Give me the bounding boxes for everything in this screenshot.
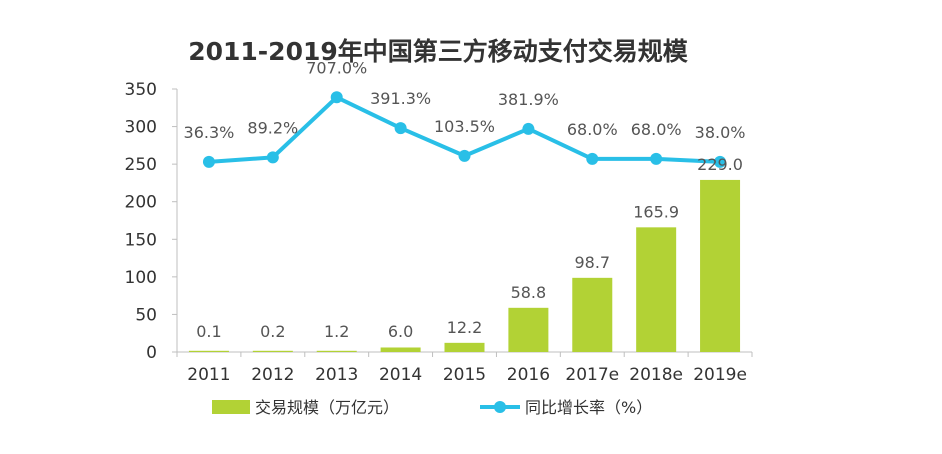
bar-value-label: 98.7 bbox=[574, 253, 610, 272]
bar bbox=[572, 277, 613, 352]
growth-label: 36.3% bbox=[184, 123, 235, 142]
bar-value-label: 12.2 bbox=[447, 318, 483, 337]
bar bbox=[508, 307, 549, 352]
growth-label: 381.9% bbox=[498, 90, 559, 109]
bar bbox=[188, 350, 229, 352]
legend-line-label: 同比增长率（%） bbox=[525, 398, 652, 417]
bar bbox=[636, 227, 677, 352]
chart-title: 2011-2019年中国第三方移动支付交易规模 bbox=[188, 37, 689, 66]
y-tick-label: 0 bbox=[146, 343, 157, 363]
line-point bbox=[522, 122, 535, 135]
line-point bbox=[266, 151, 279, 164]
legend-line-marker bbox=[494, 401, 506, 413]
bar bbox=[444, 342, 485, 352]
growth-label: 103.5% bbox=[434, 117, 495, 136]
line-point bbox=[394, 122, 407, 135]
y-tick-label: 100 bbox=[125, 268, 157, 288]
line-point bbox=[586, 152, 599, 165]
bar bbox=[252, 350, 293, 352]
line-point bbox=[458, 149, 471, 162]
bar bbox=[316, 350, 357, 352]
line-point bbox=[714, 155, 727, 168]
x-tick-label: 2016 bbox=[507, 365, 550, 385]
data-labels: 0.1 0.2 1.2 6.0 12.2 58.8 98.7 165.9 229.0 36.3% 8… bbox=[184, 58, 746, 341]
growth-label: 38.0% bbox=[695, 123, 746, 142]
y-tick-label: 150 bbox=[125, 230, 157, 250]
x-tick-label: 2018e bbox=[629, 365, 683, 385]
bar bbox=[700, 179, 741, 352]
line-series bbox=[202, 91, 727, 168]
x-tick-label: 2017e bbox=[565, 365, 619, 385]
y-tick-label: 300 bbox=[125, 118, 157, 138]
bar-value-label: 0.1 bbox=[196, 322, 221, 341]
bar bbox=[380, 347, 421, 352]
x-tick-label: 2013 bbox=[315, 365, 358, 385]
x-tick-label: 2011 bbox=[187, 365, 230, 385]
growth-label: 89.2% bbox=[247, 118, 298, 137]
growth-label: 391.3% bbox=[370, 89, 431, 108]
bar-value-label: 165.9 bbox=[633, 202, 679, 221]
bar-value-label: 1.2 bbox=[324, 322, 349, 341]
legend-bar-label: 交易规模（万亿元） bbox=[255, 398, 399, 417]
y-tick-label: 200 bbox=[125, 193, 157, 213]
y-tick-label: 50 bbox=[135, 305, 157, 325]
growth-label: 707.0% bbox=[306, 58, 367, 77]
x-tick-label: 2012 bbox=[251, 365, 294, 385]
x-tick-label: 2015 bbox=[443, 365, 486, 385]
bar-value-label: 0.2 bbox=[260, 322, 285, 341]
legend-bar-swatch bbox=[212, 400, 250, 414]
bar-value-label: 58.8 bbox=[511, 283, 547, 302]
x-tick-label: 2014 bbox=[379, 365, 422, 385]
legend: 交易规模（万亿元） 同比增长率（%） bbox=[212, 398, 652, 417]
y-tick-label: 350 bbox=[125, 80, 157, 100]
line-point bbox=[202, 155, 215, 168]
bar-value-label: 229.0 bbox=[697, 155, 743, 174]
line-point bbox=[330, 91, 343, 104]
axes: 0 50 100 150 200 250 300 350 2011 2012 2013 2014 201… bbox=[125, 80, 753, 385]
line-point bbox=[650, 152, 663, 165]
x-tick-label: 2019e bbox=[693, 365, 747, 385]
growth-label: 68.0% bbox=[567, 120, 618, 139]
growth-label: 68.0% bbox=[631, 120, 682, 139]
bar-value-label: 6.0 bbox=[388, 322, 413, 341]
bar-series bbox=[188, 179, 741, 352]
y-tick-label: 250 bbox=[125, 155, 157, 175]
